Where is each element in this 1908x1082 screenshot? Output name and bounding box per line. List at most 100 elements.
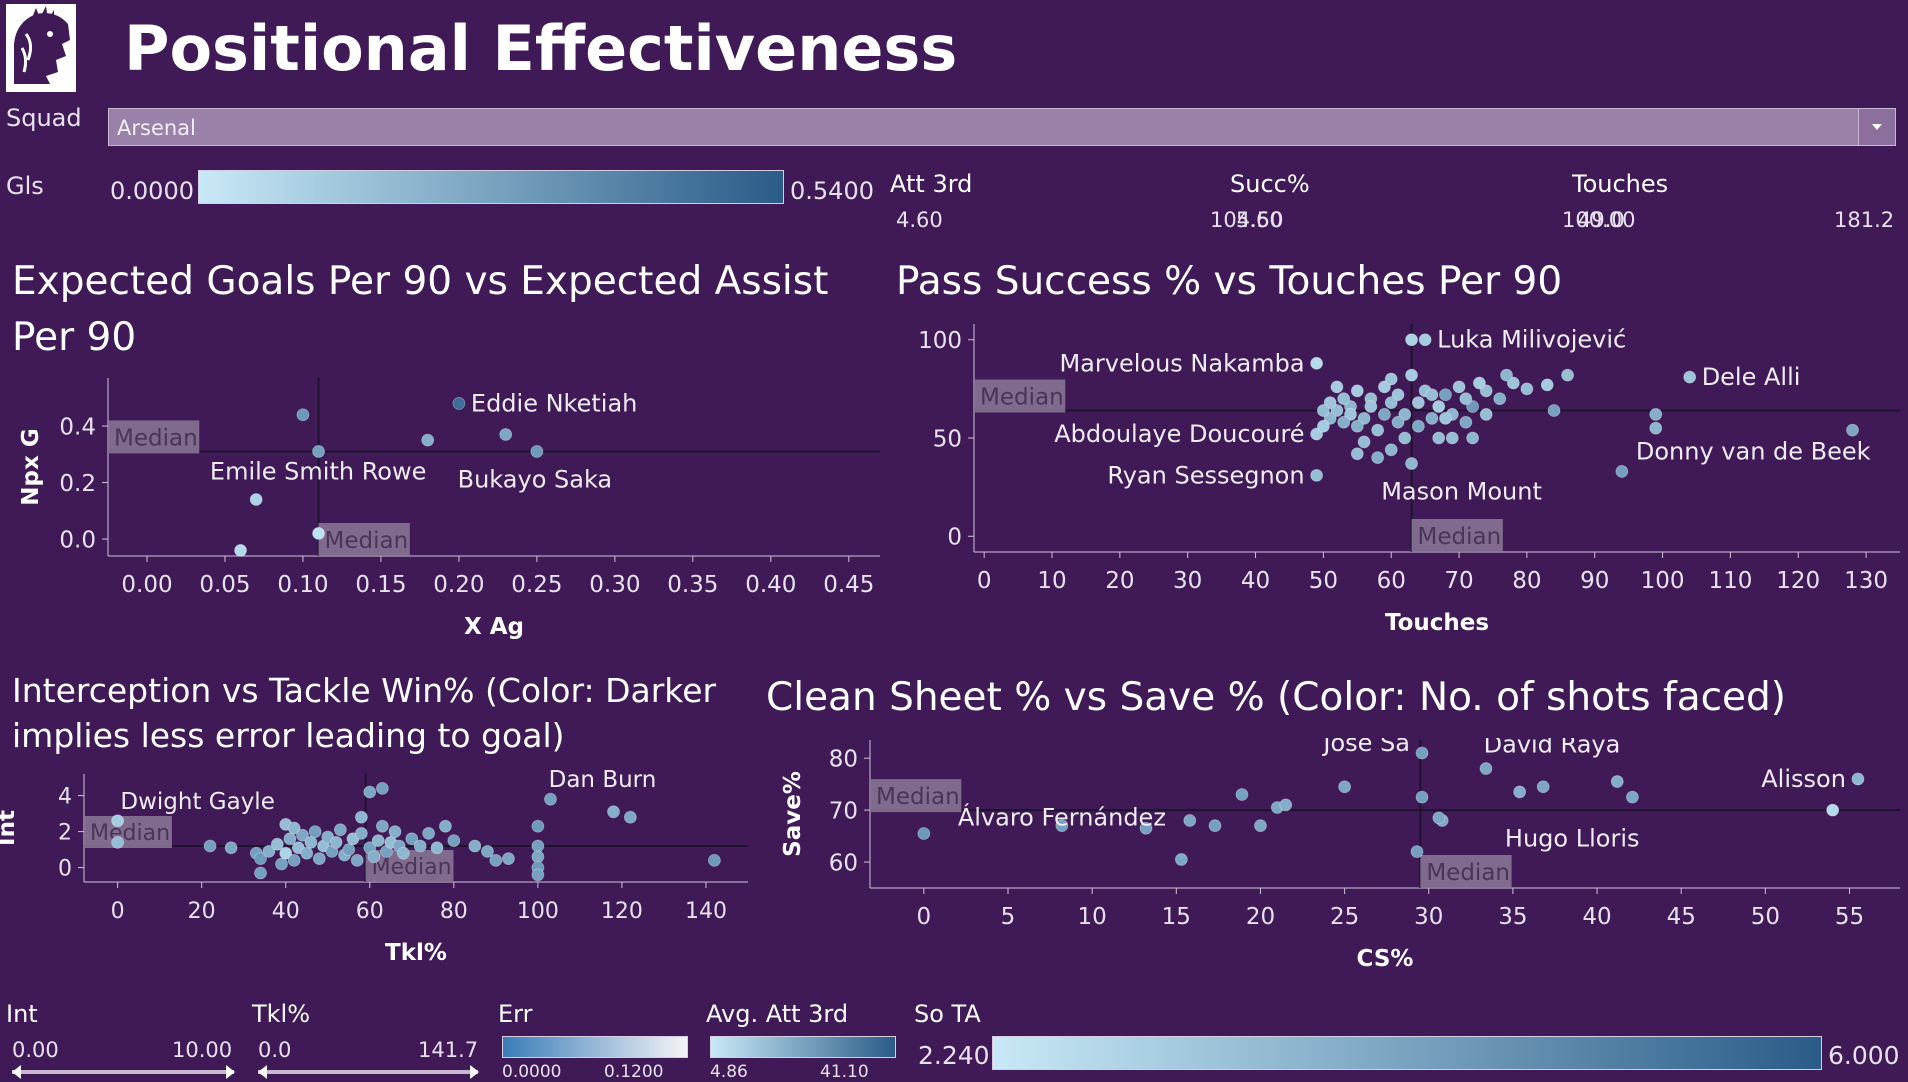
pass-x-tick-label: 80 xyxy=(1512,568,1541,594)
cs-data-point xyxy=(1415,790,1429,804)
int-legend-min: 0.00 xyxy=(12,1038,59,1062)
pass-x-tick-label: 130 xyxy=(1844,568,1888,594)
squad-dropdown[interactable]: Arsenal xyxy=(108,108,1896,146)
int-data-point xyxy=(367,850,381,864)
int-y-axis-title: Int xyxy=(0,810,20,846)
int-slider-max-handle[interactable] xyxy=(226,1065,235,1079)
pass-data-point xyxy=(1411,396,1425,410)
pass-x-tick-label: 100 xyxy=(1641,568,1685,594)
cs-x-tick-label: 5 xyxy=(1001,904,1016,930)
int-data-point xyxy=(308,825,322,838)
pass-data-point xyxy=(1479,384,1493,398)
int-y-tick-label: 0 xyxy=(58,857,72,882)
pass-x-tick-label: 10 xyxy=(1037,568,1066,594)
cs-data-point xyxy=(1851,772,1865,786)
xg-x-tick-label: 0.10 xyxy=(277,572,328,598)
cs-x-axis-title: CS% xyxy=(1357,946,1414,972)
pass-x-tick-label: 60 xyxy=(1377,568,1406,594)
page-title: Positional Effectiveness xyxy=(124,12,958,85)
xg-data-point xyxy=(421,433,435,447)
chevron-down-icon[interactable] xyxy=(1858,109,1895,145)
sota-legend-label: So TA xyxy=(914,1000,981,1028)
pass-data-point xyxy=(1439,388,1452,402)
touches-legend-max: 181.2 xyxy=(1834,208,1895,232)
pass-data-point xyxy=(1350,447,1364,461)
sota-legend-max: 6.000 xyxy=(1828,1041,1900,1070)
int-data-point xyxy=(422,827,436,840)
pass-median-box-y xyxy=(974,379,1066,413)
cs-data-point xyxy=(1415,746,1429,760)
pass-x-tick-label: 70 xyxy=(1444,568,1473,594)
cs-y-axis-title: Save% xyxy=(780,771,806,857)
pass-data-point xyxy=(1466,400,1480,413)
cs-data-point xyxy=(1055,819,1069,833)
pass-data-point xyxy=(1337,392,1351,406)
cs-plot: 0 5 10 15 20 25 30 35 40 45 50 55 60 70 80 CS% Save% Medi… xyxy=(780,738,1900,972)
cs-point-label: Álvaro Fernández xyxy=(958,802,1166,831)
int-x-tick-label: 80 xyxy=(440,899,468,924)
pass-point-label: Donny van de Beek xyxy=(1636,437,1871,465)
pass-point-label: Marvelous Nakamba xyxy=(1059,349,1304,377)
pass-data-point xyxy=(1371,451,1385,465)
pass-data-point xyxy=(1310,468,1323,482)
cs-x-tick-label: 20 xyxy=(1246,904,1275,930)
pass-x-axis-title: Touches xyxy=(1385,610,1489,636)
xg-data-point xyxy=(312,526,325,540)
xg-x-tick-label: 0.30 xyxy=(589,572,640,598)
int-data-point xyxy=(447,834,461,847)
int-slider-min-handle[interactable] xyxy=(12,1065,21,1079)
tkl-legend-max: 141.7 xyxy=(418,1038,479,1062)
err-legend-label: Err xyxy=(498,1000,533,1028)
cs-point-label: José Sá xyxy=(1321,738,1410,757)
pass-x-tick-label: 50 xyxy=(1309,568,1338,594)
touches-legend-label: Touches xyxy=(1572,170,1669,198)
cs-y-tick-label: 70 xyxy=(829,798,858,824)
pass-data-point xyxy=(1405,457,1418,470)
pass-data-point xyxy=(1310,427,1323,441)
int-data-point xyxy=(430,841,444,855)
sota-legend-min: 2.240 xyxy=(918,1041,990,1070)
pass-data-point xyxy=(1445,431,1459,445)
pass-data-point xyxy=(1330,380,1344,394)
xg-x-tick-label: 0.45 xyxy=(823,572,874,598)
xg-x-tick-label: 0.00 xyxy=(121,572,172,598)
int-data-point xyxy=(329,836,343,849)
int-data-point xyxy=(296,828,309,842)
tkl-slider-min-handle[interactable] xyxy=(258,1065,267,1079)
int-data-point xyxy=(607,805,620,819)
cs-data-point xyxy=(1513,785,1527,799)
pass-point-label: Abdoulaye Doucouré xyxy=(1054,420,1304,448)
int-data-point xyxy=(354,827,368,840)
pass-data-point xyxy=(1391,415,1405,429)
int-data-point xyxy=(544,792,557,806)
int-data-point xyxy=(275,857,288,871)
cs-point-label: David Raya xyxy=(1484,738,1621,759)
int-chart-title: Interception vs Tackle Win% (Color: Dark… xyxy=(12,671,717,755)
int-data-point xyxy=(531,868,545,882)
int-data-point xyxy=(270,837,284,851)
pass-data-point xyxy=(1411,419,1425,433)
int-median-label-y: Median xyxy=(90,821,170,846)
tkl-range-slider[interactable] xyxy=(258,1070,478,1074)
int-range-slider[interactable] xyxy=(12,1070,234,1074)
int-data-point xyxy=(396,846,410,860)
cs-x-tick-label: 35 xyxy=(1498,904,1527,930)
pass-data-point xyxy=(1398,431,1412,445)
cs-data-point xyxy=(1254,819,1267,833)
pass-data-point xyxy=(1384,396,1398,410)
tkl-slider-max-handle[interactable] xyxy=(470,1065,479,1079)
cs-data-point xyxy=(1208,819,1222,833)
int-data-point xyxy=(350,854,364,867)
pass-x-tick-label: 0 xyxy=(977,568,992,594)
int-data-point xyxy=(531,839,545,853)
pass-data-point xyxy=(1316,404,1330,417)
int-data-point xyxy=(531,850,545,864)
int-point-label: Dwight Gayle xyxy=(120,789,275,815)
xg-x-tick-label: 0.40 xyxy=(745,572,796,598)
err-color-gradient xyxy=(502,1036,688,1058)
pass-data-point xyxy=(1405,368,1418,382)
gls-legend-label: Gls xyxy=(6,172,44,200)
cs-median-label-x: Median xyxy=(1426,860,1510,886)
pass-y-tick-label: 0 xyxy=(947,525,962,551)
pass-x-tick-label: 20 xyxy=(1105,568,1134,594)
